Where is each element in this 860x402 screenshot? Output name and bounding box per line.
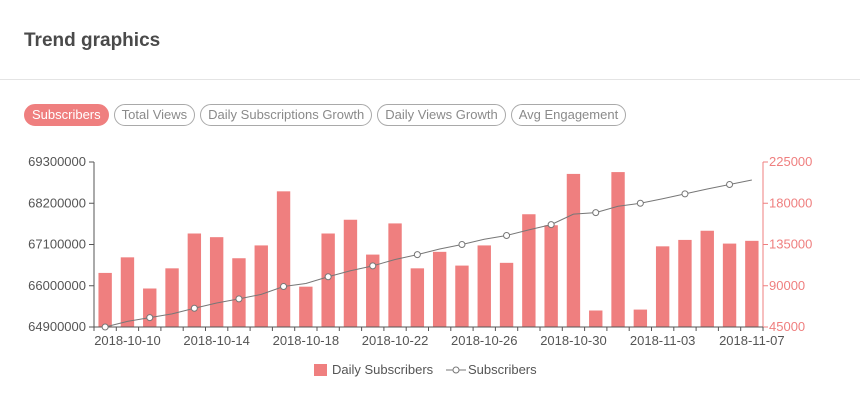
x-tick-label: 2018-11-07: [719, 333, 785, 348]
bar-2018-10-09: [98, 272, 112, 327]
tab-total-views[interactable]: Total Views: [113, 104, 196, 126]
bar-2018-10-17: [276, 191, 291, 327]
bar-2018-11-03: [655, 246, 670, 327]
point-2018-10-23: [413, 251, 421, 259]
bar-2018-10-23: [410, 268, 425, 327]
x-tick-label: 2018-10-22: [362, 333, 429, 348]
bar-2018-10-14: [209, 237, 224, 327]
bar-2018-10-24: [432, 251, 447, 327]
bar-2018-10-27: [499, 262, 514, 327]
bar-2018-11-05: [700, 230, 714, 327]
point-2018-10-13: [190, 304, 198, 312]
point-2018-10-11: [146, 314, 154, 322]
bar-2018-10-12: [165, 268, 179, 327]
y-left-tick-label: 64900000: [28, 319, 86, 334]
x-tick-label: 2018-10-10: [94, 333, 161, 348]
card-title: Trend graphics: [24, 30, 161, 51]
legend-label-daily-subscribers: Daily Subscribers: [332, 362, 434, 377]
point-2018-11-04: [681, 190, 689, 198]
point-2018-10-17: [280, 283, 288, 290]
point-2018-10-19: [324, 273, 332, 281]
y-right-tick-label: 45000: [769, 319, 805, 334]
point-2018-10-31: [592, 209, 600, 217]
bar-2018-10-26: [477, 245, 491, 327]
legend-label-subscribers: Subscribers: [468, 362, 537, 377]
header-divider: [0, 79, 860, 80]
bar-series: [98, 172, 759, 327]
bar-2018-11-02: [633, 309, 648, 327]
bar-2018-10-25: [455, 265, 469, 327]
y-right-tick-label: 90000: [769, 278, 805, 293]
point-2018-10-27: [503, 232, 511, 239]
bar-2018-10-31: [589, 310, 603, 327]
point-2018-11-02: [636, 199, 644, 207]
x-tick-label: 2018-11-03: [630, 333, 696, 348]
y-right-tick-label: 180000: [769, 195, 812, 210]
bar-2018-10-13: [187, 233, 202, 327]
x-tick-label: 2018-10-18: [273, 333, 340, 348]
point-2018-10-21: [369, 262, 377, 270]
bar-2018-10-28: [522, 214, 536, 327]
bar-2018-10-22: [388, 223, 402, 327]
y-left-tick-label: 68200000: [28, 195, 86, 210]
legend-marker-subscribers: [452, 366, 460, 374]
y-right-tick-label: 225000: [769, 154, 812, 169]
chart-legend: Daily Subscribers Subscribers: [314, 362, 537, 377]
y-left-tick-label: 69300000: [28, 154, 86, 169]
bar-2018-10-10: [120, 257, 135, 327]
y-left-tick-label: 66000000: [28, 278, 86, 293]
bar-2018-10-11: [143, 288, 157, 327]
metric-tabs: Subscribers Total Views Daily Subscripti…: [24, 104, 627, 126]
tab-daily-subscriptions-growth[interactable]: Daily Subscriptions Growth: [200, 104, 373, 126]
point-2018-10-29: [547, 221, 555, 229]
bar-2018-10-29: [544, 225, 558, 327]
chart-axes: 64900000 66000000 67100000 68200000 69300000…: [28, 154, 812, 348]
bar-2018-10-15: [232, 258, 246, 327]
bar-2018-10-30: [566, 173, 581, 327]
point-2018-10-09: [101, 323, 109, 331]
tab-avg-engagement[interactable]: Avg Engagement: [510, 104, 627, 126]
x-tick-label: 2018-10-14: [183, 333, 250, 348]
bar-2018-11-07: [745, 240, 759, 327]
x-tick-label: 2018-10-30: [540, 333, 607, 348]
y-left-tick-label: 67100000: [28, 237, 86, 252]
line-series: [101, 179, 752, 331]
bar-2018-10-16: [254, 245, 268, 327]
tab-daily-views-growth[interactable]: Daily Views Growth: [377, 104, 506, 126]
bar-2018-11-01: [611, 172, 625, 327]
point-2018-10-15: [235, 295, 243, 303]
y-right-tick-label: 135000: [769, 237, 812, 252]
legend-swatch-daily-subscribers: [314, 364, 327, 376]
bar-2018-10-21: [366, 254, 380, 327]
point-2018-10-25: [458, 241, 466, 248]
bar-2018-11-04: [678, 239, 692, 327]
bar-2018-11-06: [722, 243, 737, 327]
subscribers-line: [105, 179, 752, 328]
bar-2018-10-18: [299, 286, 313, 327]
tab-subscribers[interactable]: Subscribers: [24, 104, 109, 126]
x-tick-label: 2018-10-26: [451, 333, 518, 348]
point-2018-11-06: [726, 181, 734, 188]
bar-2018-10-20: [343, 219, 358, 327]
